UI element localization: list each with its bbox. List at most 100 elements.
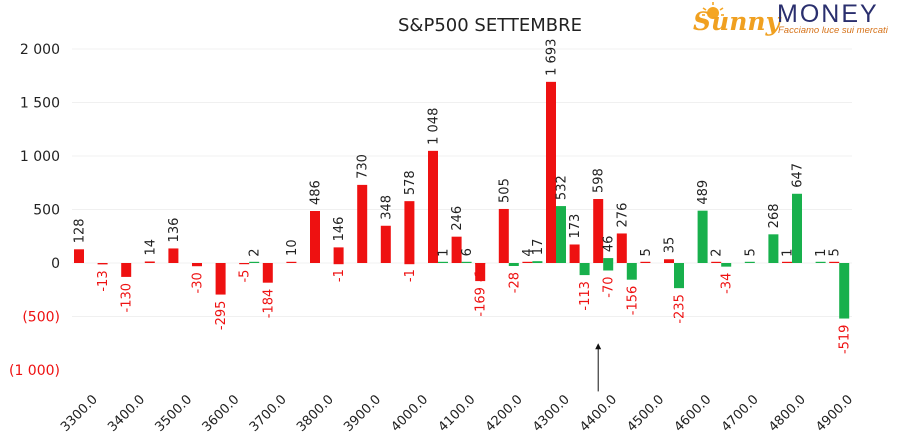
bar	[380, 225, 391, 263]
x-tick-label: 3500.0	[152, 392, 195, 435]
bar	[815, 261, 826, 263]
data-label: 10	[285, 239, 300, 256]
data-label-layer: 128-13-13014136-30-295-5-18410486-114673…	[73, 39, 853, 354]
data-label: 1 048	[427, 108, 442, 145]
data-label: 1	[781, 249, 796, 257]
bar	[97, 263, 108, 265]
sun-icon	[702, 2, 724, 19]
x-tick-label: 3800.0	[294, 392, 337, 435]
bar	[603, 258, 614, 263]
data-label: 489	[696, 180, 711, 205]
x-tick-label: 4400.0	[577, 392, 620, 435]
x-tick-label: 4700.0	[719, 392, 762, 435]
bar	[215, 263, 226, 295]
data-label: 35	[663, 237, 678, 254]
bar	[697, 210, 708, 263]
bar	[768, 234, 779, 263]
bar	[721, 263, 732, 267]
x-tick-label: 4300.0	[530, 392, 573, 435]
y-tick-label: 0	[51, 256, 60, 272]
y-tick-label: 1 500	[20, 96, 60, 112]
bar-layer	[74, 81, 850, 319]
data-label: 173	[568, 214, 583, 239]
x-tick-label: 3900.0	[341, 392, 384, 435]
grid-layer	[72, 48, 852, 317]
data-label: 486	[309, 180, 324, 205]
bar	[74, 249, 84, 263]
data-label: -519	[838, 325, 853, 355]
bar	[404, 263, 415, 265]
bar	[839, 263, 850, 319]
bar	[438, 261, 448, 263]
data-label: 276	[615, 203, 630, 228]
x-tick-label: 4500.0	[624, 392, 667, 435]
x-tick-label: 3700.0	[247, 392, 290, 435]
data-label: -184	[261, 289, 276, 319]
bar	[616, 233, 627, 263]
data-label: -1	[332, 269, 347, 282]
data-label: 46	[602, 236, 617, 253]
data-label: -13	[96, 270, 111, 291]
data-label: 146	[332, 217, 347, 242]
bar	[451, 236, 462, 263]
data-label: 246	[450, 206, 465, 231]
bar	[249, 261, 260, 263]
bar	[664, 259, 674, 263]
data-label: -295	[214, 301, 229, 331]
data-label: 5	[743, 248, 758, 256]
bar	[626, 263, 637, 280]
bar	[333, 247, 344, 263]
bar	[192, 263, 202, 267]
bar	[310, 210, 320, 263]
x-tick-label: 4200.0	[483, 392, 526, 435]
bar	[404, 201, 415, 263]
bar	[357, 184, 368, 263]
y-tick-label: (500)	[22, 310, 60, 326]
bar	[711, 261, 722, 263]
data-label: -5	[238, 270, 253, 283]
data-label: 1 693	[545, 39, 560, 76]
data-label: 128	[73, 218, 88, 243]
data-label: 268	[767, 203, 782, 228]
bar	[782, 261, 792, 263]
data-label: 6	[460, 248, 475, 256]
data-label: -130	[120, 283, 135, 313]
data-label: -34	[720, 273, 735, 294]
y-tick-label: 1 000	[20, 149, 60, 165]
data-label: 598	[592, 168, 607, 193]
bar	[579, 263, 590, 276]
logo-word-sunny: Sunny	[693, 7, 782, 36]
data-label: 532	[555, 175, 570, 200]
data-label: 578	[403, 170, 418, 195]
y-tick-label: (1 000)	[9, 363, 60, 379]
data-label: -1	[403, 269, 418, 282]
x-tick-label: 4000.0	[388, 392, 431, 435]
brand-logo: Sunny MONEY Facciamo luce sui mercati	[693, 0, 889, 36]
bar	[569, 244, 580, 263]
data-label: 1	[437, 249, 452, 257]
data-label: -235	[673, 294, 688, 324]
data-label: 17	[531, 239, 546, 256]
data-label: 647	[791, 163, 806, 188]
data-label: 4	[521, 248, 536, 256]
logo-word-money: MONEY	[777, 0, 879, 28]
data-label: -156	[625, 286, 640, 316]
bar	[546, 81, 556, 263]
bar	[744, 261, 755, 263]
bar	[121, 263, 132, 277]
data-label: -169	[474, 287, 489, 317]
data-label: -1	[474, 269, 489, 282]
bar	[556, 206, 566, 263]
bar	[262, 263, 273, 283]
bar	[428, 150, 438, 263]
y-tick-label: 2 000	[20, 42, 60, 58]
data-label: 5	[639, 248, 654, 256]
bar	[498, 208, 509, 263]
data-label: -30	[191, 272, 206, 293]
data-label: 136	[167, 218, 182, 243]
bar	[508, 263, 519, 266]
data-label: 1	[814, 249, 829, 257]
data-label: -70	[602, 276, 617, 297]
